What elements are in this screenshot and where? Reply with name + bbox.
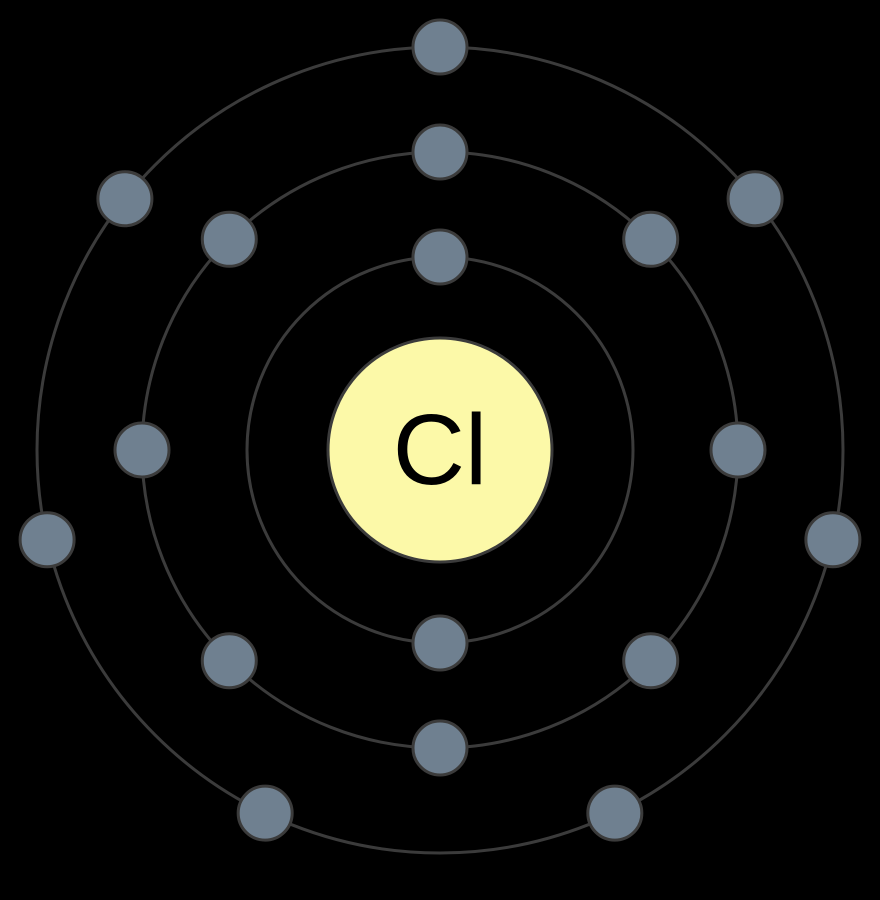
- electron-shell1-1: [413, 230, 467, 284]
- electron-shell2-8: [202, 212, 256, 266]
- electron-shell2-3: [711, 423, 765, 477]
- electron-shell2-7: [115, 423, 169, 477]
- electron-shell3-2: [728, 172, 782, 226]
- electron-shell2-4: [624, 634, 678, 688]
- atom-diagram: Cl: [0, 0, 880, 900]
- electron-shell2-1: [413, 125, 467, 179]
- electron-shell3-5: [238, 786, 292, 840]
- electron-shell3-6: [20, 513, 74, 567]
- electron-shell2-2: [624, 212, 678, 266]
- electron-shell3-1: [413, 20, 467, 74]
- electron-shell2-5: [413, 721, 467, 775]
- electron-shell3-7: [98, 172, 152, 226]
- nucleus-label: Cl: [393, 394, 487, 506]
- electron-shell2-6: [202, 634, 256, 688]
- electron-shell3-3: [806, 513, 860, 567]
- electron-shell3-4: [588, 786, 642, 840]
- electron-shell1-2: [413, 616, 467, 670]
